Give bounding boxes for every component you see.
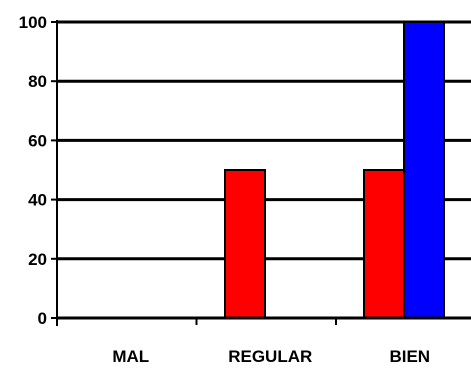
bar-bien-1 [403,21,445,319]
bars [224,21,445,319]
y-tick-label: 40 [28,191,47,210]
x-category-label: BIEN [389,347,430,366]
y-tick-label: 0 [38,309,47,328]
y-tick-label: 60 [28,131,47,150]
x-category-label: REGULAR [228,347,312,366]
x-category-label: MAL [112,347,149,366]
labels: 0 20 40 60 80 100 MAL REGULAR BIEN [19,13,430,366]
y-tick-label: 80 [28,72,47,91]
bar-regular-0 [224,169,266,319]
y-tick-label: 100 [19,13,47,32]
bar-bien-0 [363,169,405,319]
axes [51,20,471,326]
y-tick-label: 20 [28,250,47,269]
